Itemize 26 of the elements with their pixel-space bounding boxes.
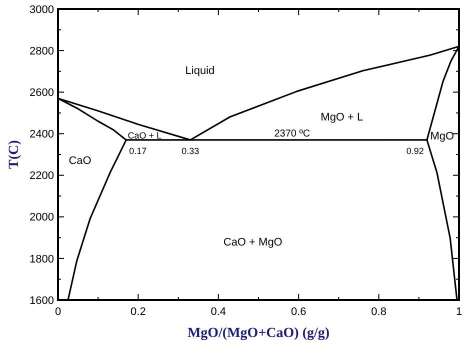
x-tick-label: 0.2	[130, 306, 146, 318]
y-tick-label: 2000	[30, 212, 54, 224]
annotation: 0.33	[182, 146, 200, 156]
y-tick-label: 2800	[30, 45, 54, 58]
annotation: 0.92	[406, 146, 424, 156]
annotation: MgO + L	[320, 112, 364, 124]
x-tick-label: 0	[54, 306, 62, 318]
annotation: MgO	[430, 130, 455, 142]
x-tick-label: 1	[456, 306, 462, 318]
y-tick-label: 2200	[30, 170, 54, 182]
x-axis-title: MgO/(MgO+CaO) (g/g)	[187, 326, 330, 341]
annotation: CaO	[68, 155, 92, 168]
x-tick-label: 0.8	[371, 306, 386, 318]
x-tick-label: 0.6	[290, 306, 306, 318]
y-tick-label: 2400	[30, 128, 54, 141]
annotation: 0.17	[129, 146, 147, 156]
x-tick-label: 0.4	[210, 306, 226, 318]
annotation: CaO + L	[128, 130, 162, 140]
y-axis-title: T(C)	[7, 140, 22, 169]
annotation: CaO + MgO	[223, 236, 283, 249]
y-tick-label: 2600	[30, 86, 54, 99]
annotation: 2370 ºC	[274, 128, 310, 140]
y-tick-label: 1800	[30, 253, 54, 266]
y-tick-label: 1600	[30, 294, 54, 307]
annotation: Liquid	[185, 64, 215, 77]
y-tick-label: 3000	[30, 4, 54, 16]
